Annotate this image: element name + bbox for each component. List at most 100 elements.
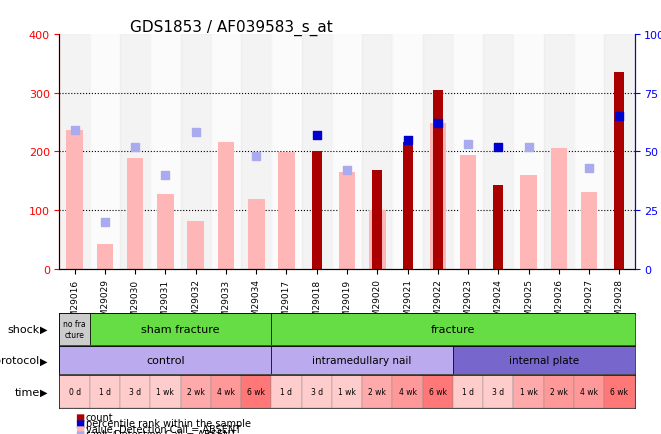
Bar bbox=[393, 35, 422, 269]
Text: 6 wk: 6 wk bbox=[247, 387, 265, 396]
Text: percentile rank within the sample: percentile rank within the sample bbox=[86, 418, 251, 428]
Text: ▶: ▶ bbox=[40, 324, 48, 334]
Bar bbox=[211, 375, 241, 408]
Text: 6 wk: 6 wk bbox=[610, 387, 629, 396]
Text: 2 wk: 2 wk bbox=[187, 387, 205, 396]
Bar bbox=[90, 375, 120, 408]
Text: shock: shock bbox=[7, 324, 40, 334]
Text: internal plate: internal plate bbox=[509, 355, 579, 365]
Text: time: time bbox=[15, 387, 40, 397]
Bar bbox=[453, 346, 635, 375]
Point bbox=[311, 132, 322, 139]
Bar bbox=[422, 375, 453, 408]
Text: fracture: fracture bbox=[431, 324, 475, 334]
Bar bbox=[615, 73, 625, 269]
Point bbox=[342, 167, 352, 174]
Text: rank, Detection Call = ABSENT: rank, Detection Call = ABSENT bbox=[86, 430, 236, 434]
Point bbox=[432, 120, 443, 127]
Point bbox=[524, 144, 534, 151]
Bar bbox=[120, 375, 150, 408]
Text: 3 d: 3 d bbox=[129, 387, 141, 396]
Text: ■: ■ bbox=[75, 430, 84, 434]
Point bbox=[130, 144, 140, 151]
Bar bbox=[301, 35, 332, 269]
Bar bbox=[483, 375, 514, 408]
Text: protocol: protocol bbox=[0, 355, 40, 365]
Point bbox=[190, 130, 201, 137]
Text: value, Detection Call = ABSENT: value, Detection Call = ABSENT bbox=[86, 424, 241, 434]
Text: 1 d: 1 d bbox=[280, 387, 292, 396]
Text: 1 wk: 1 wk bbox=[338, 387, 356, 396]
Text: 1 d: 1 d bbox=[462, 387, 474, 396]
Bar bbox=[180, 375, 211, 408]
Text: ■: ■ bbox=[75, 413, 84, 422]
Bar bbox=[312, 152, 322, 269]
Bar bbox=[272, 346, 453, 375]
Text: count: count bbox=[86, 413, 114, 422]
Text: 2 wk: 2 wk bbox=[368, 387, 386, 396]
Bar bbox=[369, 210, 385, 269]
Text: 4 wk: 4 wk bbox=[217, 387, 235, 396]
Bar bbox=[581, 193, 598, 269]
Point bbox=[100, 219, 110, 226]
Bar bbox=[301, 375, 332, 408]
Text: 1 wk: 1 wk bbox=[157, 387, 175, 396]
Bar bbox=[422, 35, 453, 269]
Bar bbox=[180, 35, 211, 269]
Bar bbox=[574, 375, 604, 408]
Bar bbox=[372, 171, 382, 269]
Bar bbox=[120, 35, 150, 269]
Bar bbox=[403, 143, 412, 269]
Bar bbox=[453, 375, 483, 408]
Bar bbox=[150, 375, 180, 408]
Bar bbox=[217, 143, 234, 269]
Bar bbox=[362, 375, 393, 408]
Bar bbox=[544, 35, 574, 269]
Text: ▶: ▶ bbox=[40, 387, 48, 397]
Bar bbox=[514, 35, 544, 269]
Bar bbox=[272, 313, 635, 345]
Text: 3 d: 3 d bbox=[492, 387, 504, 396]
Bar bbox=[59, 346, 272, 375]
Bar bbox=[483, 35, 514, 269]
Bar bbox=[272, 35, 301, 269]
Bar bbox=[433, 90, 443, 269]
Bar bbox=[187, 221, 204, 269]
Bar bbox=[604, 375, 635, 408]
Text: sham fracture: sham fracture bbox=[141, 324, 220, 334]
Text: ■: ■ bbox=[75, 424, 84, 434]
Bar bbox=[150, 35, 180, 269]
Bar bbox=[59, 35, 90, 269]
Text: control: control bbox=[146, 355, 184, 365]
Bar bbox=[393, 375, 422, 408]
Bar bbox=[430, 124, 446, 269]
Bar bbox=[574, 35, 604, 269]
Point bbox=[463, 141, 473, 148]
Bar bbox=[248, 200, 264, 269]
Bar bbox=[338, 172, 356, 269]
Point bbox=[584, 165, 594, 172]
Bar bbox=[59, 375, 90, 408]
Text: 1 wk: 1 wk bbox=[520, 387, 537, 396]
Point bbox=[160, 172, 171, 179]
Bar bbox=[211, 35, 241, 269]
Bar bbox=[278, 153, 295, 269]
Point bbox=[403, 137, 413, 144]
Bar bbox=[97, 244, 113, 269]
Text: no fra
cture: no fra cture bbox=[63, 319, 86, 339]
Text: 4 wk: 4 wk bbox=[580, 387, 598, 396]
Bar bbox=[460, 156, 477, 269]
Text: intramedullary nail: intramedullary nail bbox=[313, 355, 412, 365]
Text: 3 d: 3 d bbox=[311, 387, 323, 396]
Bar bbox=[332, 375, 362, 408]
Bar bbox=[59, 313, 90, 345]
Point bbox=[614, 113, 625, 120]
Bar bbox=[241, 35, 272, 269]
Text: 6 wk: 6 wk bbox=[429, 387, 447, 396]
Bar bbox=[272, 375, 301, 408]
Bar bbox=[514, 375, 544, 408]
Point bbox=[251, 153, 262, 160]
Text: ▶: ▶ bbox=[40, 355, 48, 365]
Text: ■: ■ bbox=[75, 418, 84, 428]
Text: 1 d: 1 d bbox=[99, 387, 111, 396]
